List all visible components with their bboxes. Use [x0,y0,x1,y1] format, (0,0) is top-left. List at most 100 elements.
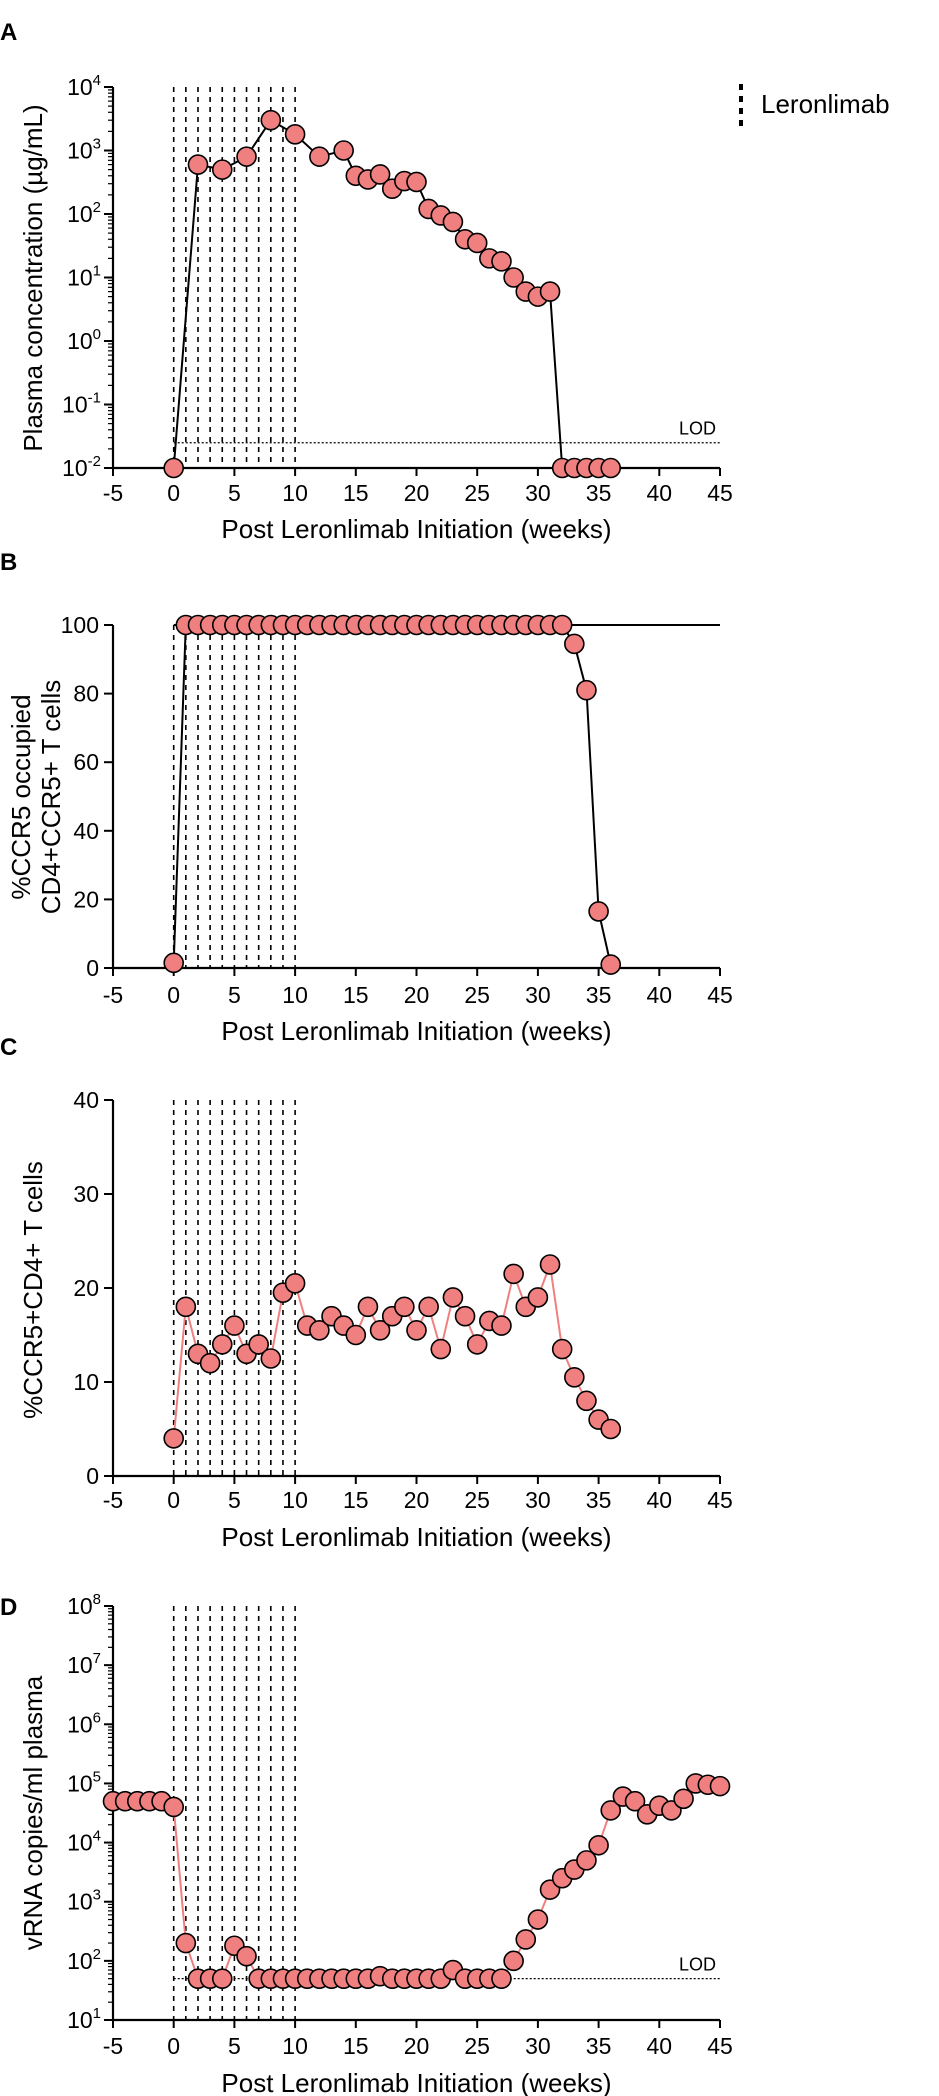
data-point [576,1850,597,1871]
x-tick-label: -5 [103,982,123,1008]
data-point [260,1348,282,1369]
data-point [309,1320,330,1341]
y-axis-label: vRNA copies/ml plasma [18,1675,48,1950]
x-tick-label: 25 [464,982,490,1008]
x-axis-label: Post Leronlimab Initiation (weeks) [221,2068,611,2096]
x-tick-label: 15 [343,480,369,506]
x-tick-label: 30 [525,1487,551,1513]
series-line [172,624,612,965]
data-point [576,1390,597,1412]
x-tick-label: 45 [707,480,733,506]
y-tick-label: 60 [73,749,99,775]
y-tick-label: 100 [61,612,99,638]
data-point [248,1334,269,1355]
y-tick-label: 104 [67,1828,101,1856]
x-tick-label: 35 [586,982,612,1008]
data-point [576,679,597,701]
data-point [224,1315,245,1336]
y-axis-label-line1: %CCR5 occupied [6,694,36,899]
data-point [236,146,257,167]
x-tick-label: 35 [586,1487,612,1513]
y-tick-label: 80 [73,681,99,707]
x-tick-label: 25 [464,2033,490,2059]
data-point [406,1320,427,1341]
x-tick-label: 40 [647,480,673,506]
data-point [600,1418,622,1440]
x-tick-label: 40 [647,1487,673,1513]
x-tick-label: 5 [228,480,241,506]
data-point [503,267,524,288]
data-point [345,1324,367,1346]
x-tick-label: 45 [707,1487,733,1513]
y-tick-label: 101 [67,263,101,291]
data-point [600,1800,622,1821]
x-tick-label: 0 [167,1487,180,1513]
data-point [709,1775,731,1797]
data-point [539,281,561,302]
lod-label: LOD [679,419,716,439]
data-point [418,1296,439,1318]
x-tick-label: 0 [167,982,180,1008]
data-point [551,1338,573,1360]
legend-label: Leronlimab [761,89,890,119]
x-tick-label: 10 [282,1487,308,1513]
data-point [515,1929,537,1950]
data-point [454,1305,476,1327]
x-tick-label: 0 [167,2033,180,2059]
panel-letter: D [0,1594,17,1621]
x-tick-label: 20 [404,2033,430,2059]
x-tick-label: 35 [586,480,612,506]
data-point [163,952,184,974]
data-point [260,109,282,131]
y-tick-label: 106 [67,1709,101,1737]
data-point [163,457,184,479]
y-tick-label: 102 [67,199,101,227]
y-tick-label: 101 [67,2005,101,2033]
y-tick-label: 100 [67,326,101,354]
legend: Leronlimab [739,84,890,130]
data-point [369,1320,391,1341]
data-point [163,1428,184,1449]
x-tick-label: 15 [343,1487,369,1513]
y-tick-label: 10 [73,1369,99,1395]
x-tick-label: 15 [343,2033,369,2059]
y-tick-label: 102 [67,1946,101,1974]
y-tick-label: 103 [67,1887,101,1915]
data-point [673,1788,694,1810]
data-point [539,1254,561,1275]
y-tick-label: 103 [67,136,101,164]
y-axis-label: Plasma concentration (µg/mL) [18,104,48,451]
data-point [357,1296,379,1318]
x-tick-label: 15 [343,982,369,1008]
series-line [113,1782,721,1980]
y-tick-label: 104 [67,72,101,100]
x-axis-label: Post Leronlimab Initiation (weeks) [221,1522,611,1552]
x-tick-label: 30 [525,2033,551,2059]
data-point [199,1352,221,1374]
data-point [588,1834,609,1856]
data-point [564,633,585,655]
x-tick-label: 30 [525,982,551,1008]
data-point [466,1334,488,1355]
data-point [163,1796,184,1818]
y-tick-label: 107 [67,1650,101,1678]
x-tick-label: 45 [707,2033,733,2059]
y-tick-label: 30 [73,1181,99,1207]
y-tick-label: 0 [86,1463,99,1489]
data-point [211,1968,233,1989]
data-point [175,1296,197,1318]
data-point [527,1287,549,1308]
data-point [369,164,391,185]
x-tick-label: 10 [282,982,308,1008]
x-tick-label: 25 [464,480,490,506]
data-point [406,171,427,193]
panel-letter: B [0,549,17,576]
x-tick-label: 5 [228,1487,241,1513]
x-tick-label: -5 [103,1487,123,1513]
data-point [442,1287,464,1308]
data-point [527,1909,549,1930]
x-tick-label: 35 [586,2033,612,2059]
panel-letter: C [0,1034,17,1061]
x-tick-label: 5 [228,2033,241,2059]
